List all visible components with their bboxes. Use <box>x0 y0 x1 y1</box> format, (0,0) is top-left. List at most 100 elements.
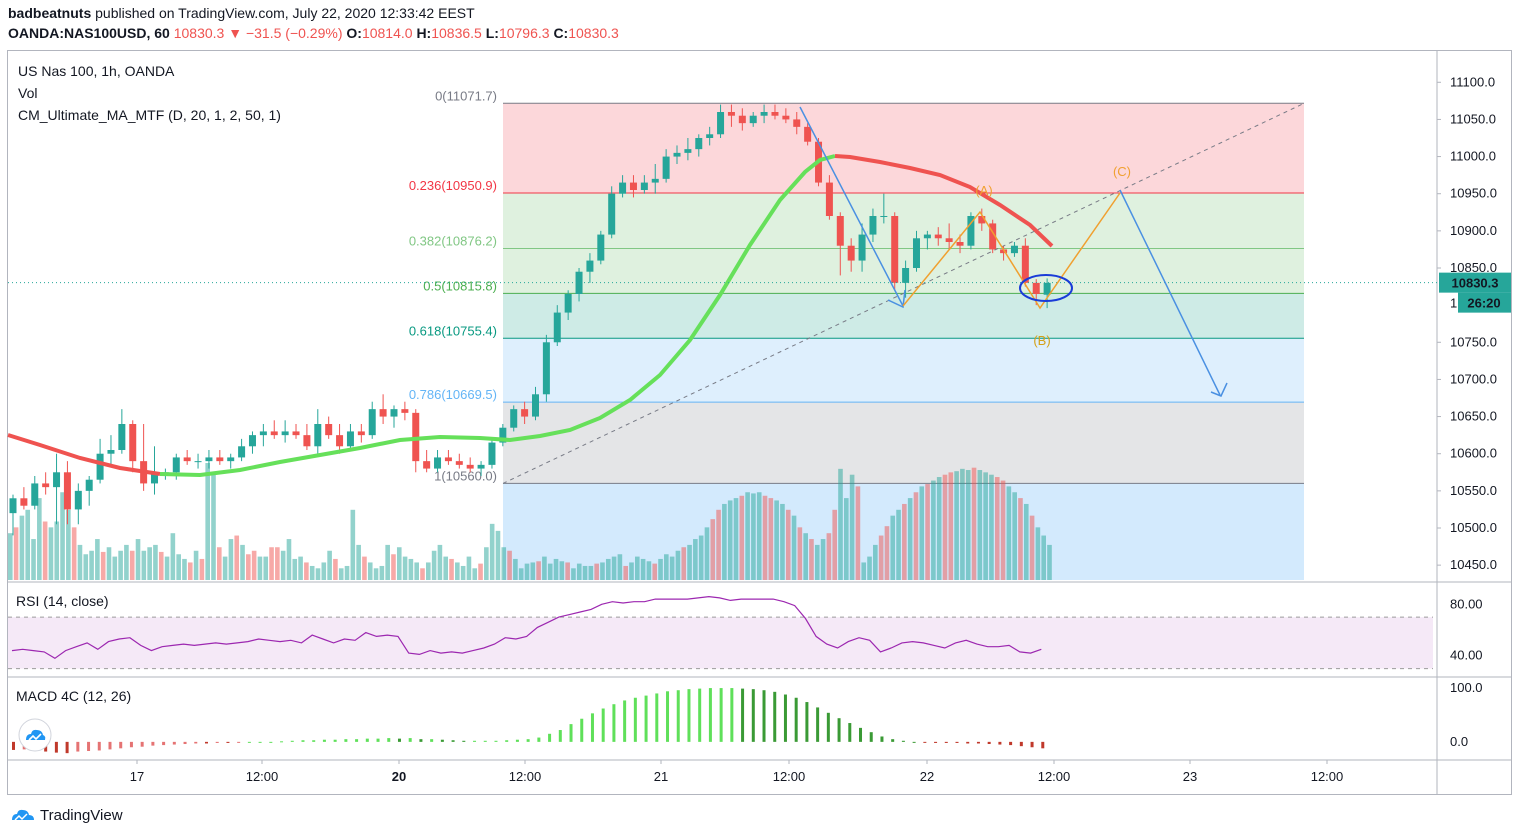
legend-rsi[interactable]: RSI (14, close) <box>16 593 109 609</box>
price-tick-label: 10650.0 <box>1450 409 1497 424</box>
volume-bar <box>8 533 13 580</box>
candle-body <box>760 112 768 116</box>
candle-body <box>74 490 82 510</box>
candle-body <box>53 472 61 488</box>
footer-brand-label: TradingView <box>40 806 123 824</box>
volume-bar <box>716 509 721 580</box>
macd-bar <box>108 741 112 750</box>
macd-bar <box>12 741 15 750</box>
volume-bar <box>768 498 774 580</box>
fib-level-label: 0.382(10876.2) <box>409 234 497 249</box>
fib-level-label: 0.786(10669.5) <box>409 387 497 402</box>
volume-bar <box>669 556 675 580</box>
volume-bar <box>803 533 808 580</box>
volume-bar <box>460 565 466 580</box>
macd-bar <box>976 741 980 744</box>
legend-macd[interactable]: MACD 4C (12, 26) <box>16 688 132 704</box>
volume-bar <box>989 474 994 580</box>
macd-bar <box>54 741 58 753</box>
volume-bar <box>489 523 495 580</box>
candle-body <box>9 498 17 514</box>
candle-body <box>912 238 920 268</box>
macd-bar <box>1009 741 1013 746</box>
candle-body <box>107 450 115 454</box>
volume-bar <box>449 558 454 580</box>
macd-bar <box>322 739 326 742</box>
macd-bar <box>623 700 627 742</box>
macd-bar <box>365 738 369 742</box>
macd-bar <box>666 691 670 742</box>
rsi-tick-label: 80.00 <box>1450 596 1483 611</box>
volume-bar <box>826 533 832 580</box>
volume-bar <box>455 562 460 580</box>
fib-level-label: 0.236(10950.9) <box>409 178 497 193</box>
candle-body <box>270 431 278 436</box>
macd-bar <box>826 712 830 742</box>
volume-bar <box>135 539 141 580</box>
volume-bar <box>402 556 408 580</box>
volume-bar <box>19 515 25 580</box>
candle-body <box>314 424 322 447</box>
volume-bar <box>205 463 210 580</box>
macd-bar <box>290 740 294 742</box>
volume-bar <box>588 565 594 580</box>
volume-bar <box>664 554 669 580</box>
volume-bar <box>106 547 112 580</box>
symbol-label[interactable]: OANDA:NAS100USD, 60 <box>8 25 170 41</box>
candle-body <box>651 178 659 183</box>
candle-body <box>967 216 975 246</box>
volume-bar <box>646 561 652 580</box>
candle-body <box>205 457 213 462</box>
candle-body <box>956 242 964 246</box>
volume-bar <box>77 544 83 580</box>
volume-bar <box>141 550 147 580</box>
tradingview-cloud-icon[interactable] <box>18 718 52 752</box>
macd-bar <box>934 741 938 743</box>
ohlc-line: OANDA:NAS100USD, 60 10830.3 ▼ −31.5 (−0.… <box>8 25 619 41</box>
candle-body <box>248 435 256 447</box>
macd-bar <box>548 733 552 742</box>
volume-bar <box>426 562 431 580</box>
rsi-line <box>11 595 1042 660</box>
legend-vol[interactable]: Vol <box>18 85 38 101</box>
volume-bar <box>571 568 576 580</box>
volume-bar <box>722 503 727 580</box>
candle-body <box>521 409 529 417</box>
candle-body <box>858 234 866 261</box>
footer-brand[interactable]: TradingView <box>10 806 123 824</box>
macd-bar <box>494 740 498 742</box>
macd-bar <box>397 738 401 742</box>
volume-bar <box>785 509 791 580</box>
candle-body <box>455 461 463 465</box>
volume-bar <box>774 500 779 580</box>
macd-bar <box>998 741 1002 745</box>
volume-bar <box>687 544 692 580</box>
volume-bar <box>89 550 94 580</box>
chart-canvas[interactable]: 0(11071.7) 0.236(10950.9) 0.382(10876.2) 0.… <box>0 0 1519 800</box>
candle-body <box>368 409 376 436</box>
macd-bar <box>151 741 155 746</box>
volume-bar <box>327 550 332 580</box>
macd-bar <box>280 741 284 743</box>
candle-body <box>738 115 746 124</box>
macd-bar <box>590 713 594 742</box>
volume-bar <box>977 470 983 580</box>
high-label: H: <box>416 25 432 41</box>
volume-bar <box>170 533 176 580</box>
macd-bar <box>473 740 477 742</box>
candle-body <box>20 498 28 506</box>
macd-bar <box>816 707 820 742</box>
publisher-name[interactable]: badbeatnuts <box>8 5 92 21</box>
macd-bar <box>387 738 391 742</box>
volume-bar <box>530 562 536 580</box>
time-tick-label: 12:00 <box>246 769 279 784</box>
legend-ma[interactable]: CM_Ultimate_MA_MTF (D, 20, 1, 2, 50, 1) <box>18 107 281 123</box>
chart-frame <box>7 50 1512 795</box>
candle-body <box>825 182 833 216</box>
candle-body <box>183 457 191 462</box>
volume-bar <box>838 468 843 580</box>
legend-title[interactable]: US Nas 100, 1h, OANDA <box>18 63 175 79</box>
candle-body <box>499 427 507 443</box>
macd-bar <box>644 695 648 742</box>
macd-bar <box>987 741 991 745</box>
